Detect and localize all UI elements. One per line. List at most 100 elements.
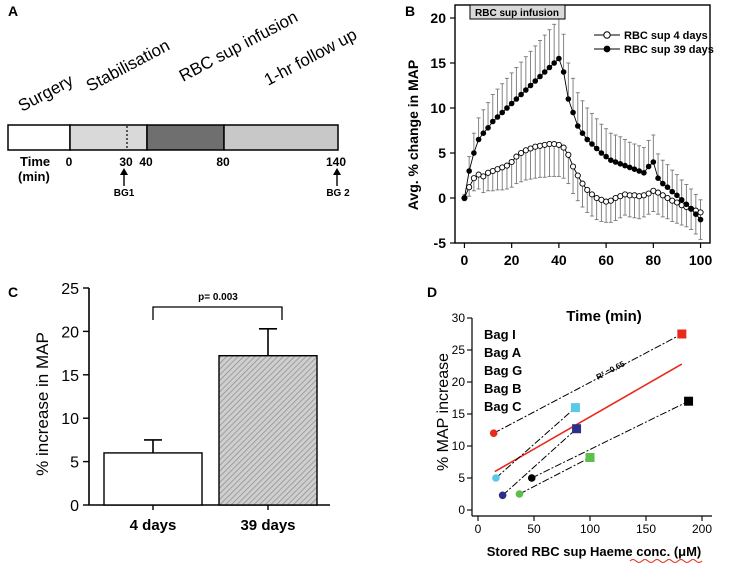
paired-line-bag-c <box>519 457 591 495</box>
data-point <box>551 60 557 66</box>
spellcheck-underline <box>629 559 703 563</box>
data-point <box>555 141 562 148</box>
data-point-start <box>498 491 507 500</box>
data-point <box>617 161 624 167</box>
data-point <box>598 150 605 156</box>
data-point <box>655 189 662 196</box>
data-point <box>503 162 510 169</box>
panel-a: A Surgery Stabilisation RBC sup infusion… <box>7 3 360 199</box>
infusion-annotation-text: RBC sup infusion <box>475 8 559 19</box>
data-point-start <box>489 429 498 438</box>
c-ytick-label: 5 <box>70 455 79 472</box>
d-ytick-label: 0 <box>458 503 465 517</box>
panel-b: B Avg. % change in MAP -5 0 5 10 15 20 0 20 40 60… <box>405 3 714 268</box>
data-point <box>470 175 477 182</box>
timeline-segment-infusion <box>146 124 225 151</box>
data-point <box>475 136 482 143</box>
data-point <box>608 157 614 163</box>
data-point <box>588 191 595 198</box>
data-point <box>565 96 572 102</box>
time-label: Time <box>20 154 50 169</box>
data-point <box>565 151 572 158</box>
data-point <box>626 164 633 171</box>
legend-bag-i: Bag I <box>484 327 516 342</box>
panel-b-legend: RBC sup 4 days RBC sup 39 days <box>594 30 714 56</box>
d-ytick-label: 20 <box>452 375 466 389</box>
timeline-tick-0: 0 <box>66 155 73 169</box>
b-ytick-label: 5 <box>438 145 446 161</box>
data-point <box>664 184 671 190</box>
data-point <box>584 186 591 193</box>
legend-marker-4-days <box>603 31 611 39</box>
arrow-up-icon <box>333 168 341 186</box>
panel-d-xlabel: Stored RBC sup Haeme conc. (μM) <box>487 544 702 559</box>
b-ytick-label: 15 <box>430 55 446 71</box>
panel-d-ylabel: % MAP increase <box>435 353 452 471</box>
legend-bag-g: Bag G <box>484 363 522 378</box>
data-point-end <box>585 453 595 463</box>
p-value-label: p= 0.003 <box>198 292 238 303</box>
data-point <box>480 130 487 136</box>
legend-bag-c: Bag C <box>484 399 522 414</box>
d-ytick-label: 10 <box>452 439 466 453</box>
data-point <box>659 180 666 187</box>
data-point <box>579 180 586 187</box>
panel-d-legend: Bag I Bag A Bag G Bag B Bag C <box>484 327 522 414</box>
d-xtick-label: 0 <box>475 522 482 536</box>
data-point <box>466 184 473 191</box>
data-point <box>508 100 515 107</box>
data-point <box>489 118 496 125</box>
c-ytick-label: 25 <box>61 281 79 298</box>
legend-label-39-days: RBC sup 39 days <box>624 44 714 56</box>
points-bag-a <box>492 403 580 482</box>
b-xtick-label: 100 <box>689 252 713 268</box>
points-bag-c <box>515 453 595 498</box>
data-point <box>513 96 520 102</box>
b-ytick-label: -5 <box>434 235 447 251</box>
error-bars-39-days <box>462 18 703 220</box>
c-xtick-label: 39 days <box>240 517 295 534</box>
data-point-start <box>527 474 536 482</box>
legend-marker-39-days <box>603 45 611 53</box>
data-point <box>471 150 477 156</box>
d-xtick-label: 200 <box>692 522 712 536</box>
bar-4-days <box>103 452 203 506</box>
data-point <box>537 73 543 80</box>
c-ytick-label: 15 <box>61 368 79 385</box>
data-point-end <box>684 396 694 406</box>
panel-d-plot: 0 5 10 15 20 25 30 0 50 100 150 200 <box>452 311 713 536</box>
data-point <box>518 149 525 157</box>
data-point <box>560 69 567 75</box>
timeline-segment-surgery <box>7 124 71 151</box>
significance-bracket <box>152 306 283 320</box>
d-xtick-label: 50 <box>527 522 541 536</box>
data-point <box>697 216 704 223</box>
data-point <box>546 64 553 71</box>
timeline-segment-followup <box>223 124 339 151</box>
b-xtick-label: 60 <box>598 252 614 268</box>
panel-c-ylabel: % increase in MAP <box>33 332 52 476</box>
data-point <box>631 166 638 172</box>
infusion-annotation-box <box>469 4 566 20</box>
data-point-end <box>570 403 580 413</box>
data-point <box>645 163 652 170</box>
c-ytick-label: 10 <box>61 411 79 428</box>
panel-d: D Time (min) % MAP increase Stored RBC s… <box>427 284 712 563</box>
phase-label-surgery: Surgery <box>15 71 77 116</box>
data-point <box>466 168 472 174</box>
data-point <box>655 175 661 181</box>
points-bag-i <box>489 329 687 438</box>
arrow-up-icon <box>120 168 128 186</box>
r-squared-label: R² =0.65 <box>595 359 627 382</box>
data-point <box>527 82 534 89</box>
data-point <box>589 141 595 147</box>
points-bag-b <box>527 396 694 482</box>
data-point <box>584 136 591 143</box>
data-point <box>499 109 506 116</box>
panel-d-title: Time (min) <box>566 308 642 325</box>
data-point <box>560 144 567 151</box>
panel-b-frame <box>454 4 711 244</box>
data-point <box>622 162 628 169</box>
